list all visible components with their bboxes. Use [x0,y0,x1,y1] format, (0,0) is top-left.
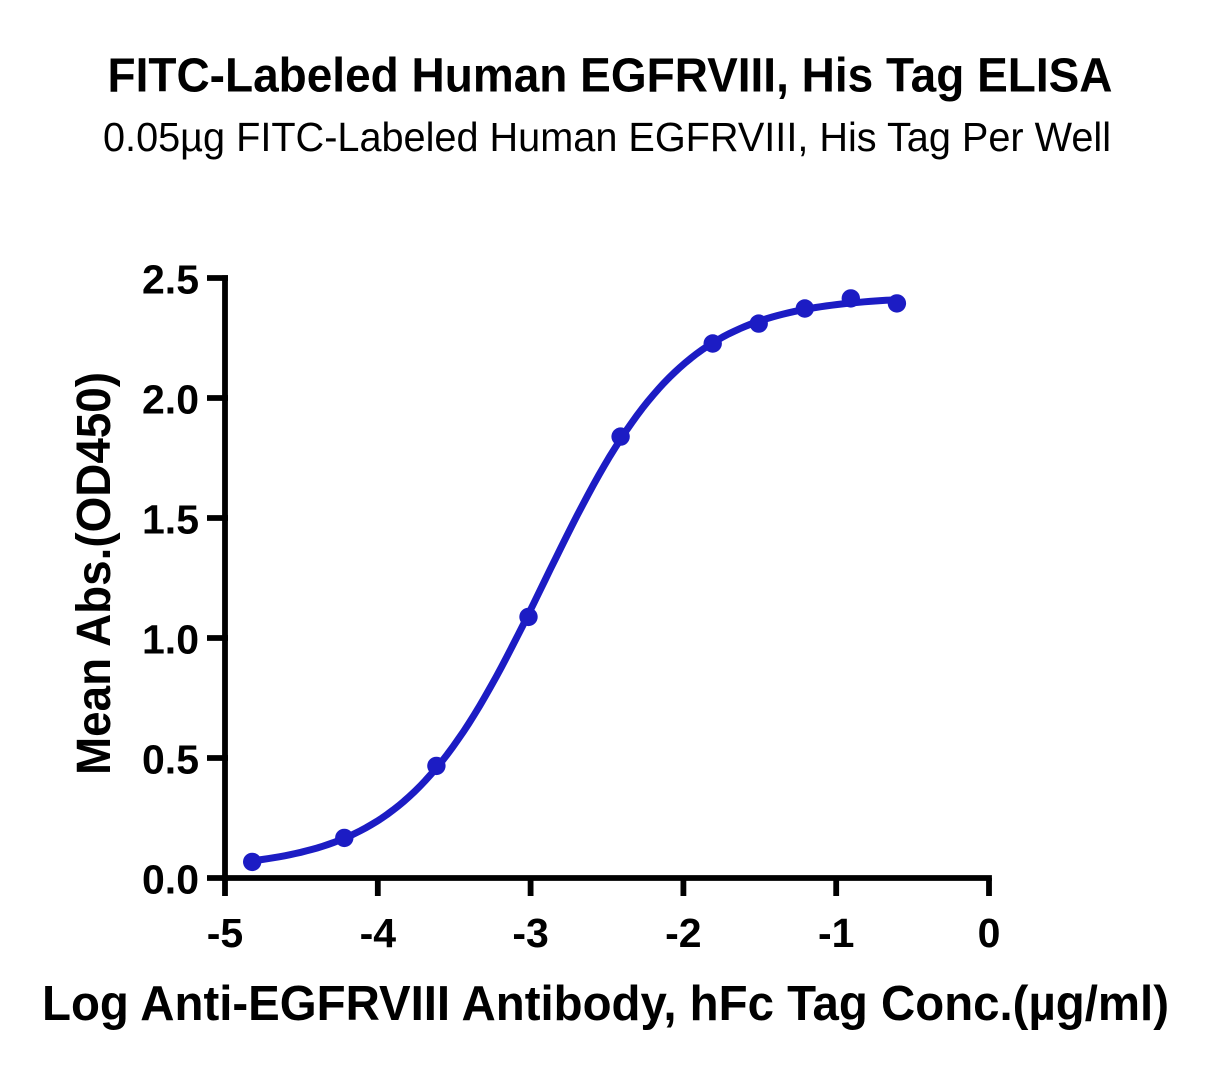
svg-text:0.5: 0.5 [142,737,199,783]
svg-text:2.0: 2.0 [142,377,199,423]
svg-text:0.0: 0.0 [142,857,199,903]
svg-text:0.05µg FITC-Labeled Human EGFR: 0.05µg FITC-Labeled Human EGFRVIII, His … [103,114,1111,160]
svg-text:-5: -5 [207,910,243,956]
svg-text:-2: -2 [665,910,701,956]
svg-text:1.5: 1.5 [142,497,199,543]
svg-text:-3: -3 [512,910,548,956]
svg-text:FITC-Labeled Human EGFRVIII, H: FITC-Labeled Human EGFRVIII, His Tag ELI… [108,50,1113,103]
svg-text:2.5: 2.5 [142,257,199,303]
svg-text:Mean Abs.(OD450): Mean Abs.(OD450) [68,372,121,775]
svg-text:Log Anti-EGFRVIII Antibody, hF: Log Anti-EGFRVIII Antibody, hFc Tag Conc… [42,977,1169,1031]
svg-text:0: 0 [978,910,1001,956]
svg-text:1.0: 1.0 [142,617,199,663]
svg-text:-4: -4 [360,910,397,956]
svg-text:-1: -1 [818,910,854,956]
